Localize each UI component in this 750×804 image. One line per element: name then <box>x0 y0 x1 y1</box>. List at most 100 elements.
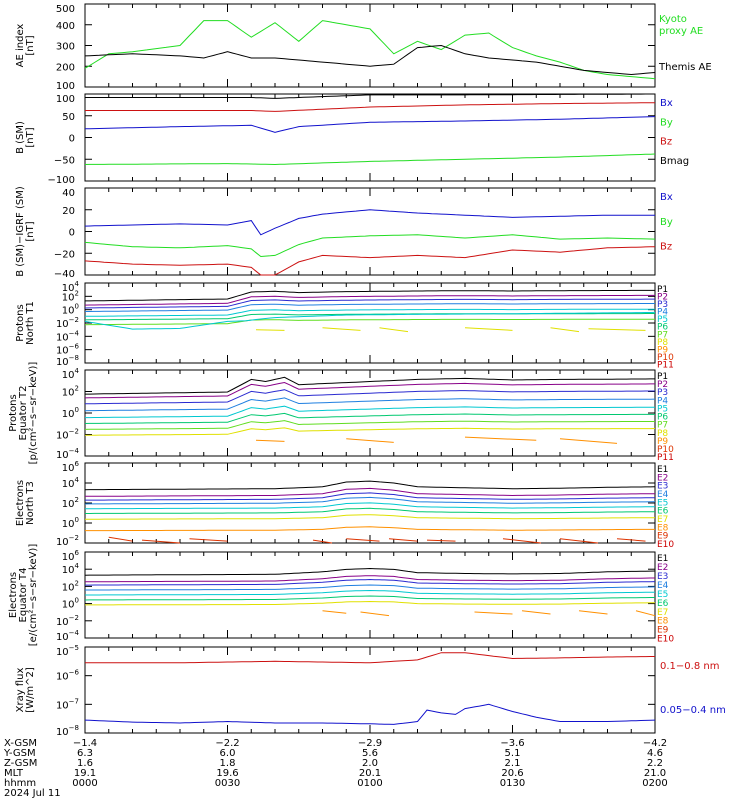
series-line <box>84 389 655 405</box>
legend-entry: P3 <box>657 300 668 310</box>
y-tick-exponent: 4 <box>75 280 80 288</box>
footer-value: 1.6 <box>77 758 93 769</box>
y-tick-base: 10 <box>56 617 69 628</box>
y-tick-label: 10−6 <box>56 669 80 683</box>
y-axis-label: [W/m^2] <box>25 667 36 713</box>
series-segment <box>360 611 390 617</box>
footer-date: 2024 Jul 11 <box>4 788 61 799</box>
y-axis-label: Electrons <box>15 480 26 526</box>
y-tick-base: 10 <box>62 519 75 530</box>
series-segment <box>189 538 228 542</box>
y-tick-label: 10−8 <box>56 354 79 368</box>
footer-value: 2.0 <box>362 758 378 769</box>
series-line <box>84 246 656 276</box>
panel-frame <box>84 187 656 276</box>
y-axis-label: North T1 <box>25 301 36 345</box>
legend-entry: E9 <box>657 532 669 542</box>
y-tick-exponent: −8 <box>69 354 79 362</box>
panel-bsm: 100 50 0 −50 −100 B (SM) [nT] Bx By Bz Bmag <box>15 93 689 186</box>
series-line <box>84 381 655 399</box>
legend-entry: P1 <box>657 285 668 295</box>
y-tick-label: −50 <box>54 155 75 166</box>
series-line <box>85 652 655 664</box>
panel-frame <box>84 646 656 734</box>
y-tick-base: 10 <box>62 600 75 611</box>
y-axis-label: Equator T2 <box>18 386 29 441</box>
y-tick-label: 10−8 <box>56 724 79 738</box>
series-segment <box>379 327 409 333</box>
legend-entry: E4 <box>657 490 669 500</box>
series-line <box>85 308 655 317</box>
footer-value: 0000 <box>72 778 97 789</box>
series-line <box>84 234 656 258</box>
y-tick-base: 10 <box>62 306 75 317</box>
footer-value: 4.6 <box>647 748 663 759</box>
footer-value: 20.6 <box>501 768 523 779</box>
series-line <box>84 209 655 236</box>
footer-row-label: X-GSM <box>4 738 37 749</box>
y-tick-label: 10−5 <box>56 644 79 658</box>
series-segment <box>559 538 599 544</box>
series-line <box>84 44 656 76</box>
series-line <box>85 427 656 436</box>
y-tick-label: 100 <box>62 516 79 530</box>
y-axis-label: B (SM)−IGRF (SM) <box>15 186 26 277</box>
y-tick-label: 500 <box>56 4 75 15</box>
legend-entry: P7 <box>657 421 668 431</box>
y-tick-label: 104 <box>62 476 80 490</box>
y-axis-label: Equator T4 <box>18 568 29 623</box>
legend-entry: By <box>660 217 673 228</box>
legend-entry: Bx <box>660 192 673 203</box>
series-line <box>85 405 655 419</box>
footer-value: 6.3 <box>77 748 93 759</box>
y-tick-label: 102 <box>62 579 79 593</box>
legend-entry: Kyoto <box>659 14 687 25</box>
panel-bigrf: 40 20 0 −20 −40 B (SM)−IGRF (SM) [nT] Bx By Bz <box>15 186 673 280</box>
y-tick-label: 50 <box>62 112 75 123</box>
y-tick-label: 300 <box>56 42 75 53</box>
series-segment <box>255 439 285 442</box>
footer-value: −2.2 <box>215 738 239 749</box>
legend-entry: E9 <box>657 626 669 636</box>
y-tick-label: 0 <box>69 134 75 145</box>
legend-entry: Bmag <box>660 156 689 167</box>
footer-value: 20.1 <box>359 768 381 779</box>
y-tick-exponent: 4 <box>75 562 80 570</box>
series-line <box>85 502 655 510</box>
y-tick-exponent: −8 <box>69 724 79 732</box>
series-line <box>84 496 655 505</box>
series-line <box>85 526 655 532</box>
series-segment <box>559 438 618 444</box>
panel-frame <box>84 369 656 457</box>
legend-entry: E1 <box>657 465 668 475</box>
y-tick-exponent: −5 <box>69 644 79 652</box>
y-axis-label: Protons <box>15 304 26 341</box>
series-line <box>84 567 656 576</box>
y-tick-exponent: −2 <box>69 614 79 622</box>
y-tick-exponent: 0 <box>75 406 79 414</box>
legend-entry: Bz <box>660 137 672 148</box>
series-line <box>84 20 656 80</box>
y-axis-label: [nT] <box>25 127 36 147</box>
y-tick-base: 10 <box>62 499 75 510</box>
y-tick-exponent: −4 <box>69 629 80 637</box>
legend-entry: E1 <box>657 554 668 564</box>
y-tick-label: 10−2 <box>56 534 79 548</box>
series-segment <box>550 327 580 333</box>
series-segment <box>464 327 513 331</box>
legend-entry: P3 <box>657 388 668 398</box>
y-axis-label: North T3 <box>25 481 36 525</box>
y-tick-label: 10−4 <box>56 329 80 343</box>
y-tick-base: 10 <box>56 319 69 330</box>
y-tick-exponent: 0 <box>75 303 79 311</box>
y-tick-label: 10−2 <box>56 614 79 628</box>
series-line <box>85 514 655 520</box>
series-line <box>84 116 656 133</box>
panel-frame <box>84 3 656 88</box>
series-line <box>84 595 655 601</box>
series-line <box>85 492 656 501</box>
